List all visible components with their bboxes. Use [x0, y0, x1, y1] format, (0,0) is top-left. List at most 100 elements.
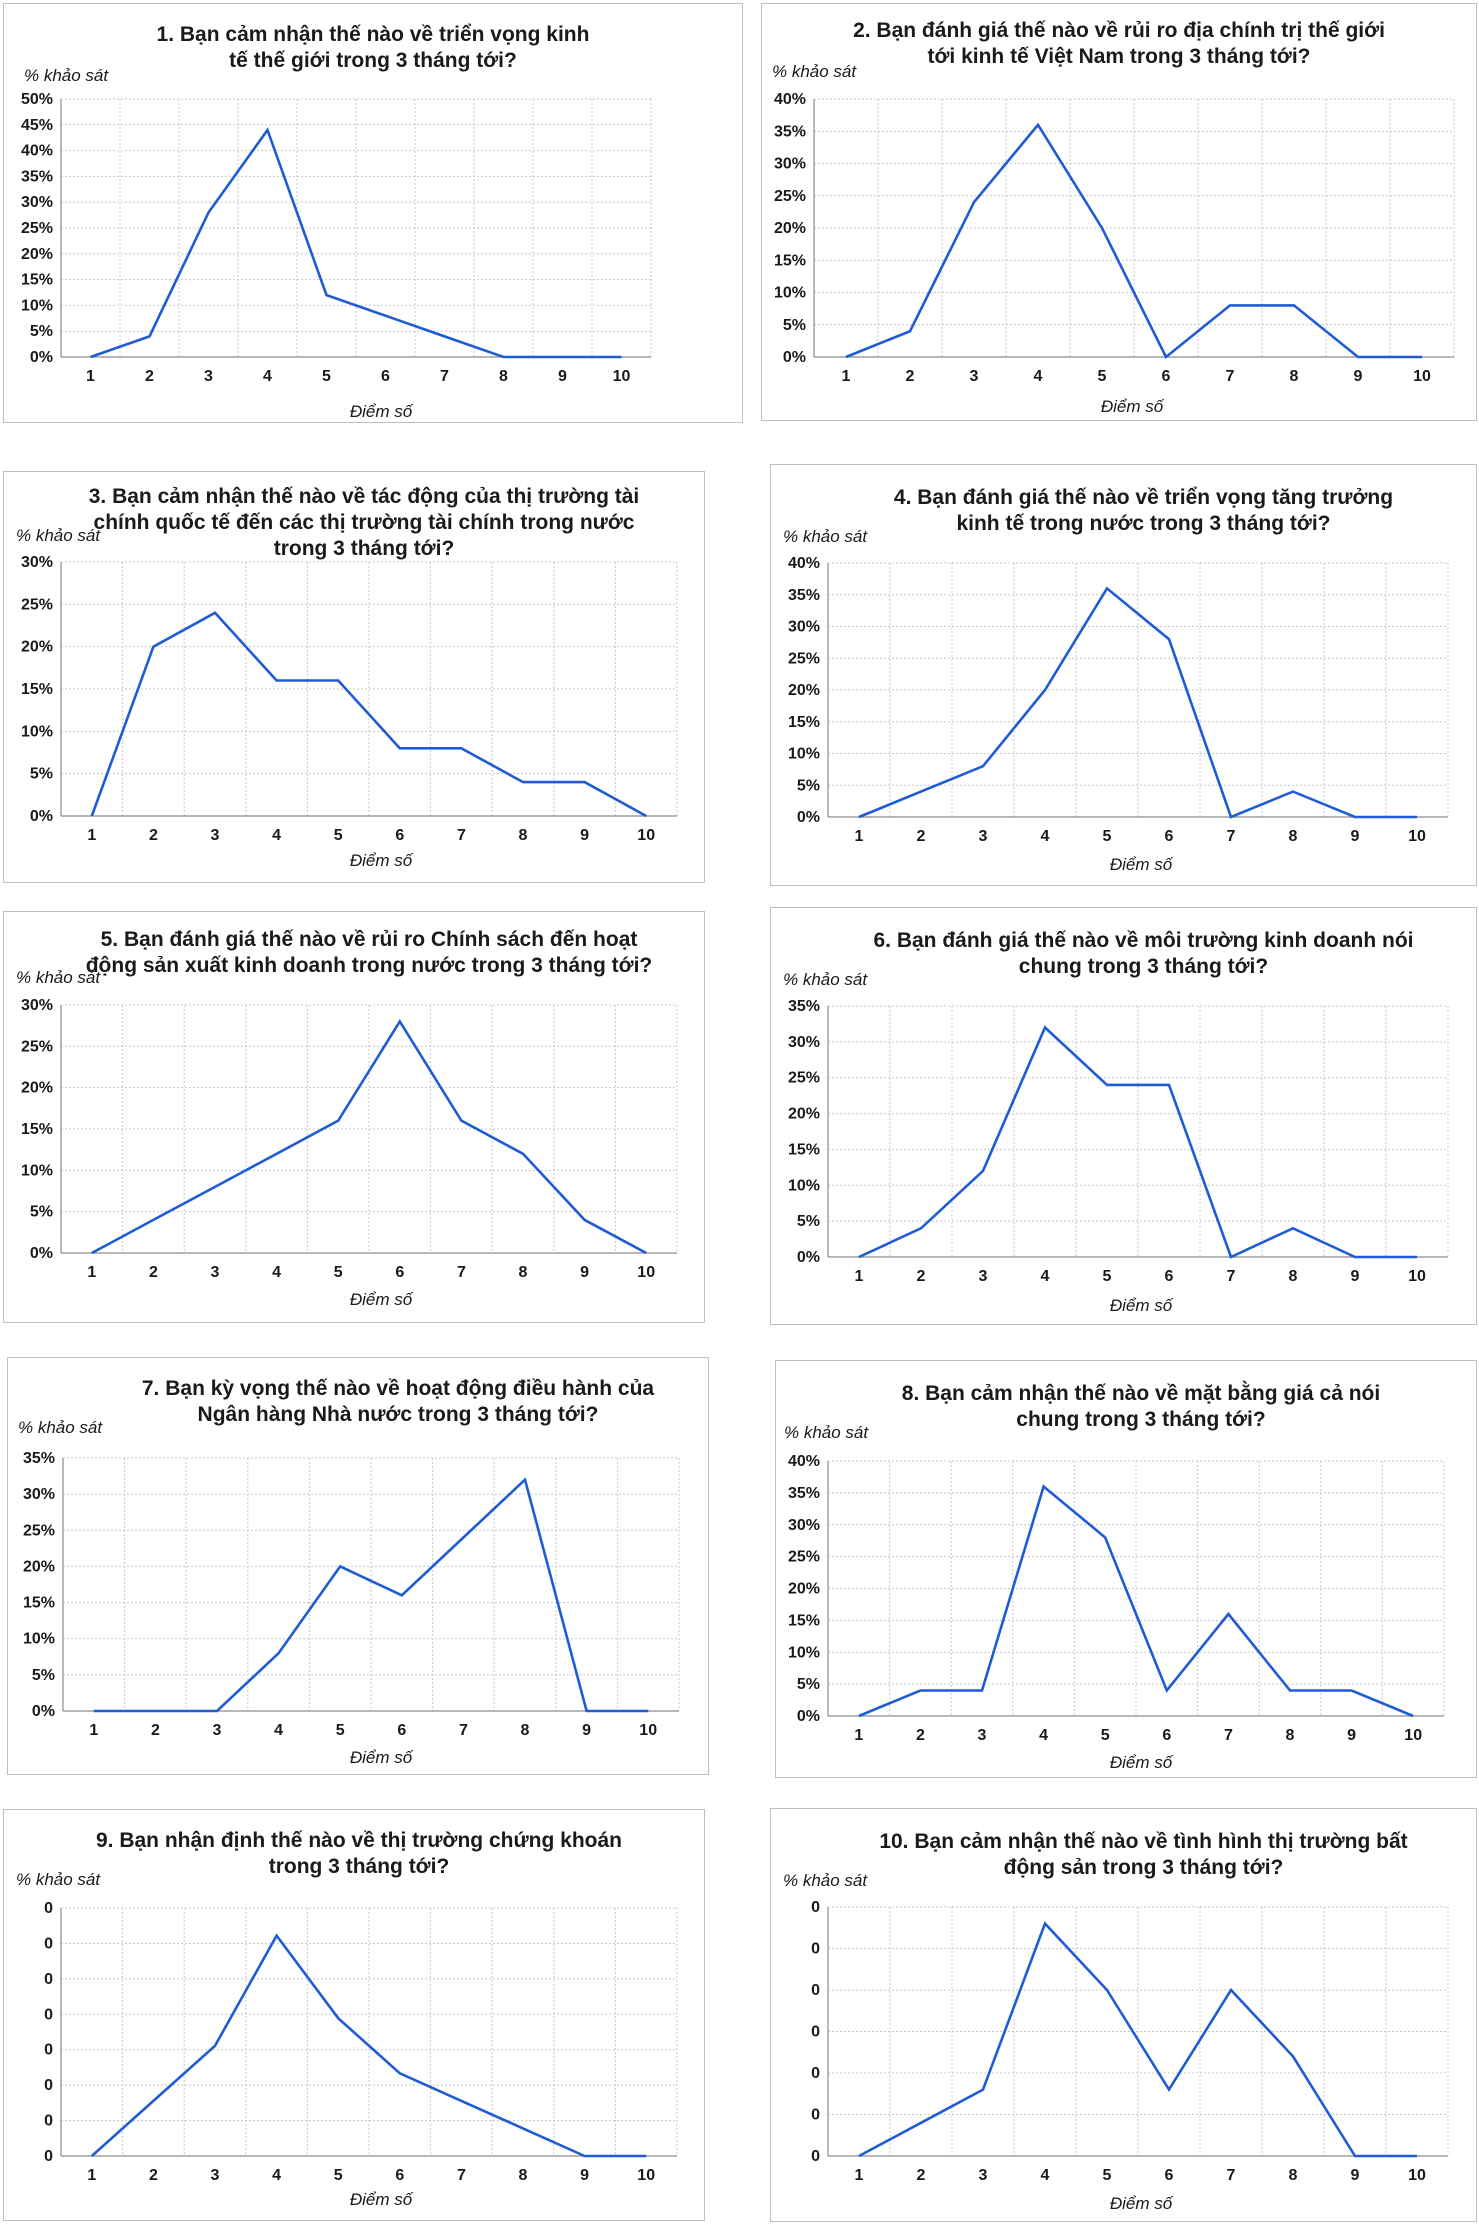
y-tick-label: 5% [797, 777, 820, 794]
y-tick-label: 10% [788, 1644, 820, 1661]
chart-title: 2. Bạn đánh giá thế nào về rủi ro địa ch… [853, 19, 1385, 68]
y-tick-label: 15% [788, 1612, 820, 1629]
y-tick-label: 10% [21, 723, 53, 740]
grid [827, 1005, 1449, 1258]
y-tick-label: 25% [21, 220, 53, 237]
x-tick-label: 8 [519, 2167, 528, 2184]
y-tick-label: 25% [788, 1549, 820, 1566]
chart-panel-10: 10. Bạn cảm nhận thế nào về tình hình th… [770, 1808, 1477, 2222]
y-axis-label: % khảo sát [783, 1871, 868, 1890]
grid [827, 1460, 1445, 1717]
x-axis-label: Điểm số [349, 402, 413, 421]
x-tick-label: 7 [1226, 368, 1235, 385]
x-tick-label: 8 [1286, 1727, 1295, 1744]
x-tick-label: 3 [979, 2167, 988, 2184]
x-tick-label: 6 [1165, 2167, 1174, 2184]
x-tick-label: 2 [917, 1268, 926, 1285]
x-tick-label: 10 [637, 827, 655, 844]
grid [62, 1457, 680, 1712]
x-tick-label: 1 [87, 827, 96, 844]
series-line [858, 586, 1417, 819]
x-tick-label: 9 [580, 2167, 589, 2184]
x-tick-label: 9 [582, 1722, 591, 1739]
x-tick-label: 3 [204, 368, 213, 385]
x-tick-label: 6 [1165, 828, 1174, 845]
y-tick-label: 10% [774, 285, 806, 302]
x-tick-label: 5 [1103, 1268, 1112, 1285]
x-tick-label: 3 [970, 368, 979, 385]
x-tick-label: 10 [639, 1722, 657, 1739]
line-chart-7: 0% 5% 10% 15% 20% 25% 30% 35% 1 2 3 4 5 6 7 8 9 10 [23, 1450, 680, 1739]
x-tick-label: 5 [1103, 828, 1112, 845]
x-tick-label: 4 [272, 2167, 281, 2184]
y-tick-label: 0% [783, 349, 806, 366]
grid [827, 1906, 1449, 2157]
x-tick-label: 6 [1165, 1268, 1174, 1285]
y-tick-label: 30% [788, 619, 820, 636]
y-tick-label: 0% [797, 809, 820, 826]
chart-title: 10. Bạn cảm nhận thế nào về tình hình th… [879, 1830, 1408, 1879]
x-tick-label: 9 [1354, 368, 1363, 385]
x-tick-label: 9 [1347, 1727, 1356, 1744]
x-tick-label: 9 [580, 827, 589, 844]
grid [60, 98, 652, 358]
y-tick-label: 0 [44, 1900, 53, 1917]
x-tick-label: 10 [1408, 2167, 1426, 2184]
x-tick-label: 4 [272, 1264, 281, 1281]
x-tick-label: 5 [334, 1264, 343, 1281]
chart-title: 4. Bạn đánh giá thế nào về triển vọng tă… [893, 486, 1394, 535]
x-tick-label: 5 [1103, 2167, 1112, 2184]
series-line [858, 1921, 1417, 2158]
y-tick-label: 0 [811, 1941, 820, 1958]
x-tick-label: 9 [1351, 828, 1360, 845]
y-tick-label: 30% [21, 554, 53, 571]
y-tick-label: 35% [21, 168, 53, 185]
x-tick-label: 1 [87, 2167, 96, 2184]
x-tick-label: 7 [457, 1264, 466, 1281]
x-tick-label: 10 [1408, 1268, 1426, 1285]
x-tick-label: 8 [1290, 368, 1299, 385]
y-tick-label: 0 [44, 2077, 53, 2094]
y-tick-label: 20% [21, 1080, 53, 1097]
x-tick-label: 1 [842, 368, 851, 385]
x-tick-label: 4 [1041, 1268, 1050, 1285]
y-tick-label: 20% [23, 1558, 55, 1575]
y-tick-label: 30% [774, 156, 806, 173]
y-tick-label: 0 [811, 2107, 820, 2124]
x-tick-label: 7 [1224, 1727, 1233, 1744]
series-line [858, 1484, 1414, 1718]
y-tick-label: 35% [788, 587, 820, 604]
y-axis-label: % khảo sát [18, 1418, 103, 1437]
series-line [845, 122, 1422, 360]
x-tick-label: 6 [1162, 1727, 1171, 1744]
y-tick-label: 45% [21, 117, 53, 134]
y-tick-label: 40% [21, 143, 53, 160]
y-tick-label: 0% [30, 1245, 53, 1262]
chart-panel-2: 2. Bạn đánh giá thế nào về rủi ro địa ch… [761, 3, 1477, 421]
x-tick-label: 4 [274, 1722, 283, 1739]
x-tick-label: 4 [272, 827, 281, 844]
y-tick-label: 0 [811, 1982, 820, 1999]
line-chart-8: 0% 5% 10% 15% 20% 25% 30% 35% 40% 1 2 3 4 5 6 7 8 9 10 [788, 1453, 1445, 1744]
y-tick-label: 5% [32, 1667, 55, 1684]
x-tick-label: 1 [87, 1264, 96, 1281]
line-chart-9: 0 0 0 0 0 0 0 0 1 2 3 4 5 6 7 8 9 10 [44, 1900, 678, 2184]
y-tick-label: 40% [788, 555, 820, 572]
chart-title: 9. Bạn nhận định thế nào về thị trường c… [95, 1829, 623, 1878]
y-tick-label: 35% [788, 1485, 820, 1502]
x-tick-label: 1 [89, 1722, 98, 1739]
x-tick-label: 3 [978, 1727, 987, 1744]
x-tick-label: 7 [1227, 828, 1236, 845]
x-tick-label: 10 [613, 368, 631, 385]
y-tick-label: 0 [811, 2024, 820, 2041]
y-tick-label: 20% [788, 682, 820, 699]
series-line [90, 611, 647, 818]
y-axis-label: % khảo sát [16, 968, 101, 987]
x-tick-label: 2 [151, 1722, 160, 1739]
y-tick-label: 25% [774, 188, 806, 205]
grid [813, 98, 1455, 358]
x-tick-label: 9 [580, 1264, 589, 1281]
chart-title: 6. Bạn đánh giá thế nào về môi trường ki… [873, 929, 1414, 978]
series-line [90, 127, 622, 359]
y-tick-label: 20% [21, 639, 53, 656]
